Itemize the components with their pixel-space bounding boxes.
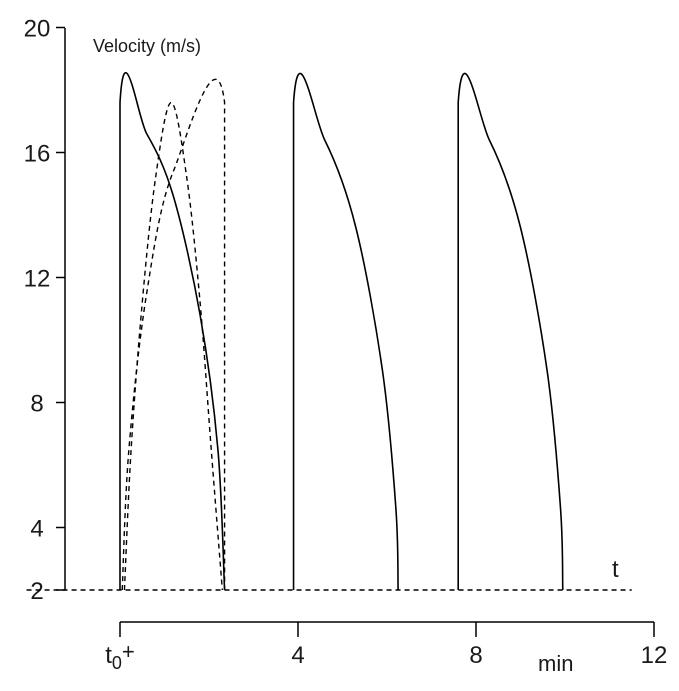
y-axis-label: Velocity (m/s) (93, 36, 201, 56)
y-tick-label: 8 (30, 391, 43, 418)
velocity-curve-1 (119, 71, 226, 591)
x-axis-unit: min (538, 651, 573, 676)
x-tick-label: 4 (291, 642, 304, 669)
y-tick-label: 12 (24, 266, 51, 293)
x-tick-label: 8 (469, 642, 482, 669)
y-tick-label: 16 (24, 141, 51, 168)
x-tick-label: 12 (641, 642, 668, 669)
y-tick-label: 4 (30, 516, 43, 543)
velocity-curve-2 (292, 72, 399, 591)
axes: 2 4 8 12 16 20 t0+ 4 8 12 (24, 16, 668, 674)
x-tick-label: t0+ (105, 639, 135, 673)
velocity-curve-3 (457, 72, 564, 591)
dashed-velocity-curve-5 (121, 78, 226, 591)
dashed-velocity-curve-4 (123, 101, 224, 591)
y-tick-label: 2 (30, 578, 43, 605)
y-tick-label: 20 (24, 16, 51, 43)
labels-layer: Velocity (m/s) t min (93, 36, 619, 676)
series-layer (119, 71, 564, 591)
x-axis-symbol: t (612, 556, 619, 583)
